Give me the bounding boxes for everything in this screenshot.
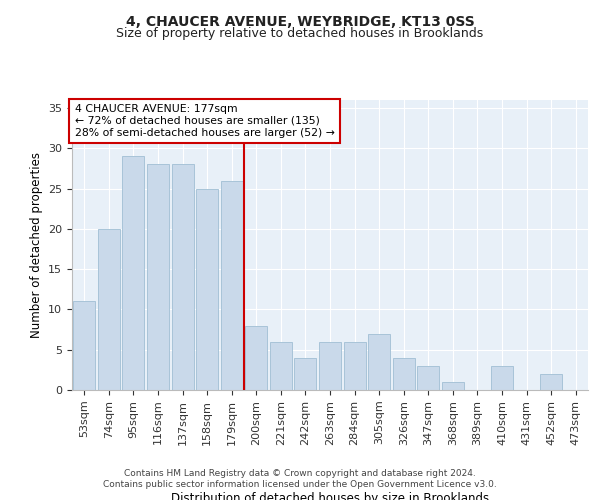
Text: 4 CHAUCER AVENUE: 177sqm
← 72% of detached houses are smaller (135)
28% of semi-: 4 CHAUCER AVENUE: 177sqm ← 72% of detach… bbox=[74, 104, 334, 138]
Bar bbox=[417, 366, 439, 390]
Bar bbox=[245, 326, 268, 390]
Bar bbox=[344, 342, 365, 390]
Y-axis label: Number of detached properties: Number of detached properties bbox=[29, 152, 43, 338]
Bar bbox=[122, 156, 145, 390]
Bar bbox=[196, 188, 218, 390]
Text: Contains HM Land Registry data © Crown copyright and database right 2024.: Contains HM Land Registry data © Crown c… bbox=[124, 468, 476, 477]
Bar bbox=[98, 229, 120, 390]
Bar bbox=[172, 164, 194, 390]
X-axis label: Distribution of detached houses by size in Brooklands: Distribution of detached houses by size … bbox=[171, 492, 489, 500]
Bar bbox=[540, 374, 562, 390]
Bar bbox=[147, 164, 169, 390]
Bar bbox=[270, 342, 292, 390]
Bar bbox=[221, 180, 243, 390]
Bar bbox=[319, 342, 341, 390]
Bar bbox=[491, 366, 513, 390]
Bar bbox=[392, 358, 415, 390]
Text: Size of property relative to detached houses in Brooklands: Size of property relative to detached ho… bbox=[116, 28, 484, 40]
Text: Contains public sector information licensed under the Open Government Licence v3: Contains public sector information licen… bbox=[103, 480, 497, 489]
Bar bbox=[73, 302, 95, 390]
Bar bbox=[368, 334, 390, 390]
Bar bbox=[295, 358, 316, 390]
Text: 4, CHAUCER AVENUE, WEYBRIDGE, KT13 0SS: 4, CHAUCER AVENUE, WEYBRIDGE, KT13 0SS bbox=[125, 15, 475, 29]
Bar bbox=[442, 382, 464, 390]
